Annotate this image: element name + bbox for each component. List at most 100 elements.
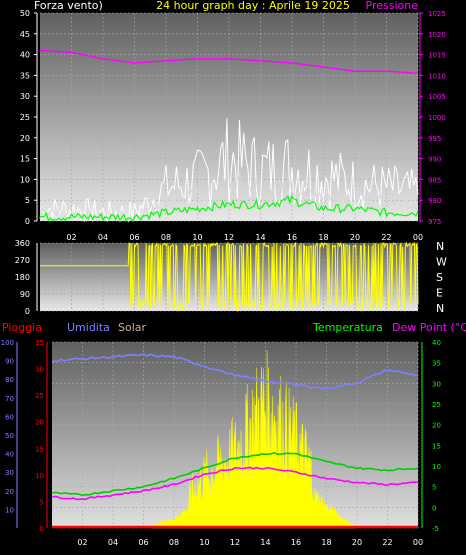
weather-x-tick: 00 <box>413 538 423 547</box>
humidity-axis-label: Umidita <box>67 321 110 334</box>
wind-gust-line-2 <box>39 172 419 223</box>
weather-x-tick: 22 <box>382 538 392 547</box>
temperature-line <box>51 451 419 497</box>
direction-series <box>40 241 419 313</box>
direction-y-tick: 360 <box>15 239 30 248</box>
solar-axis-label: Solar <box>118 321 147 334</box>
rain-y-tick: 0 <box>40 525 44 533</box>
humidity-line <box>51 353 419 390</box>
wind-gust-line <box>39 118 419 223</box>
humidity-y-tick: 20 <box>5 488 14 496</box>
temperature-y-tick: 5 <box>432 484 436 492</box>
temperature-y-tick: 15 <box>432 442 441 450</box>
wind-x-tick: 06 <box>129 233 139 242</box>
wind-x-tick: 22 <box>381 233 391 242</box>
compass-label: E <box>436 287 443 300</box>
pressure-y-tick: 1000 <box>428 114 446 122</box>
rain-axis-label: Pioggia <box>2 321 42 334</box>
rain-y-tick: 25 <box>35 392 44 400</box>
temperature-y-tick: 25 <box>432 401 441 409</box>
pressure-y-tick: 985 <box>428 176 441 184</box>
temperature-y-tick: -5 <box>432 525 439 533</box>
weather-x-tick: 16 <box>291 538 301 547</box>
pressure-y-tick: 980 <box>428 197 441 205</box>
temperature-y-tick: 0 <box>432 504 436 512</box>
solar-area <box>150 350 358 529</box>
wind-x-tick: 14 <box>255 233 265 242</box>
wind-axis-label: Forza vento) <box>34 0 103 12</box>
weather-x-tick: 08 <box>169 538 179 547</box>
pressure-y-tick: 1015 <box>428 52 446 60</box>
rain-y-tick: 30 <box>35 366 44 374</box>
rain-y-tick: 15 <box>35 445 44 453</box>
temperature-y-tick: 30 <box>432 380 441 388</box>
wind-y-tick: 30 <box>20 92 30 101</box>
pressure-y-tick: 975 <box>428 218 441 226</box>
pressure-y-tick: 995 <box>428 135 441 143</box>
rain-y-tick: 5 <box>40 498 44 506</box>
weather-x-tick: 12 <box>230 538 240 547</box>
humidity-y-tick: 40 <box>5 451 14 459</box>
compass-label: S <box>436 271 443 284</box>
weather-x-tick: 18 <box>321 538 331 547</box>
temperature-y-tick: 10 <box>432 463 441 471</box>
humidity-y-tick: 60 <box>5 413 14 421</box>
wind-y-tick: 50 <box>20 9 30 18</box>
weather-x-tick: 06 <box>138 538 148 547</box>
rain-y-tick: 35 <box>35 339 44 347</box>
temperature-axis-label: Temperatura <box>312 321 383 334</box>
pressure-line <box>39 49 419 74</box>
wind-y-tick: 15 <box>20 155 30 164</box>
wind-series <box>39 49 419 223</box>
temperature-y-tick: 40 <box>432 339 441 347</box>
humidity-y-tick: 70 <box>5 395 14 403</box>
direction-y-tick: 180 <box>15 273 30 282</box>
rain-y-tick: 20 <box>35 419 44 427</box>
rain-y-tick: 10 <box>35 472 44 480</box>
wind-y-tick: 40 <box>20 51 30 60</box>
humidity-y-tick: 10 <box>5 506 14 514</box>
wind-axes: 0510152025303540455097598098599099510001… <box>20 9 446 242</box>
wind-x-tick: 00 <box>413 233 423 242</box>
chart-title: 24 hour graph day : Aprile 19 2025 <box>156 0 350 12</box>
wind-y-tick: 20 <box>20 134 30 143</box>
pressure-y-tick: 1005 <box>428 93 446 101</box>
pressure-y-tick: 1025 <box>428 10 446 18</box>
humidity-y-tick: 100 <box>1 339 14 347</box>
wind-y-tick: 5 <box>25 196 30 205</box>
weather-x-tick: 10 <box>199 538 209 547</box>
wind-x-tick: 16 <box>287 233 297 242</box>
weather-series <box>51 350 419 529</box>
humidity-y-tick: 80 <box>5 376 14 384</box>
direction-y-tick: 270 <box>15 256 30 265</box>
compass-label: N <box>436 240 444 253</box>
pressure-y-tick: 1010 <box>428 72 446 80</box>
pressure-y-tick: 1020 <box>428 31 446 39</box>
humidity-y-tick: 30 <box>5 469 14 477</box>
wind-x-tick: 18 <box>318 233 328 242</box>
pressure-y-tick: 990 <box>428 156 441 164</box>
temperature-y-tick: 35 <box>432 360 441 368</box>
weather-x-tick: 02 <box>77 538 87 547</box>
wind-direction-line <box>40 241 419 313</box>
wind-y-tick: 10 <box>20 175 30 184</box>
wind-y-tick: 35 <box>20 71 30 80</box>
humidity-y-tick: 90 <box>5 358 14 366</box>
wind-x-tick: 20 <box>350 233 360 242</box>
wind-y-tick: 45 <box>20 30 30 39</box>
humidity-y-tick: 50 <box>5 432 14 440</box>
dewpoint-axis-label: Dew Point (°C) <box>392 321 466 334</box>
dewpoint-line <box>51 466 419 501</box>
compass-label: N <box>436 302 444 315</box>
weather-x-tick: 20 <box>352 538 362 547</box>
weather-x-tick: 14 <box>260 538 270 547</box>
wind-x-tick: 12 <box>224 233 234 242</box>
wind-average-line <box>39 194 419 223</box>
wind-x-tick: 10 <box>192 233 202 242</box>
wind-x-tick: 04 <box>98 233 108 242</box>
pressure-axis-label: Pressione <box>366 0 419 12</box>
direction-y-tick: 90 <box>20 290 30 299</box>
weather-axes: -505101520253035401020304050607080901000… <box>1 339 441 547</box>
